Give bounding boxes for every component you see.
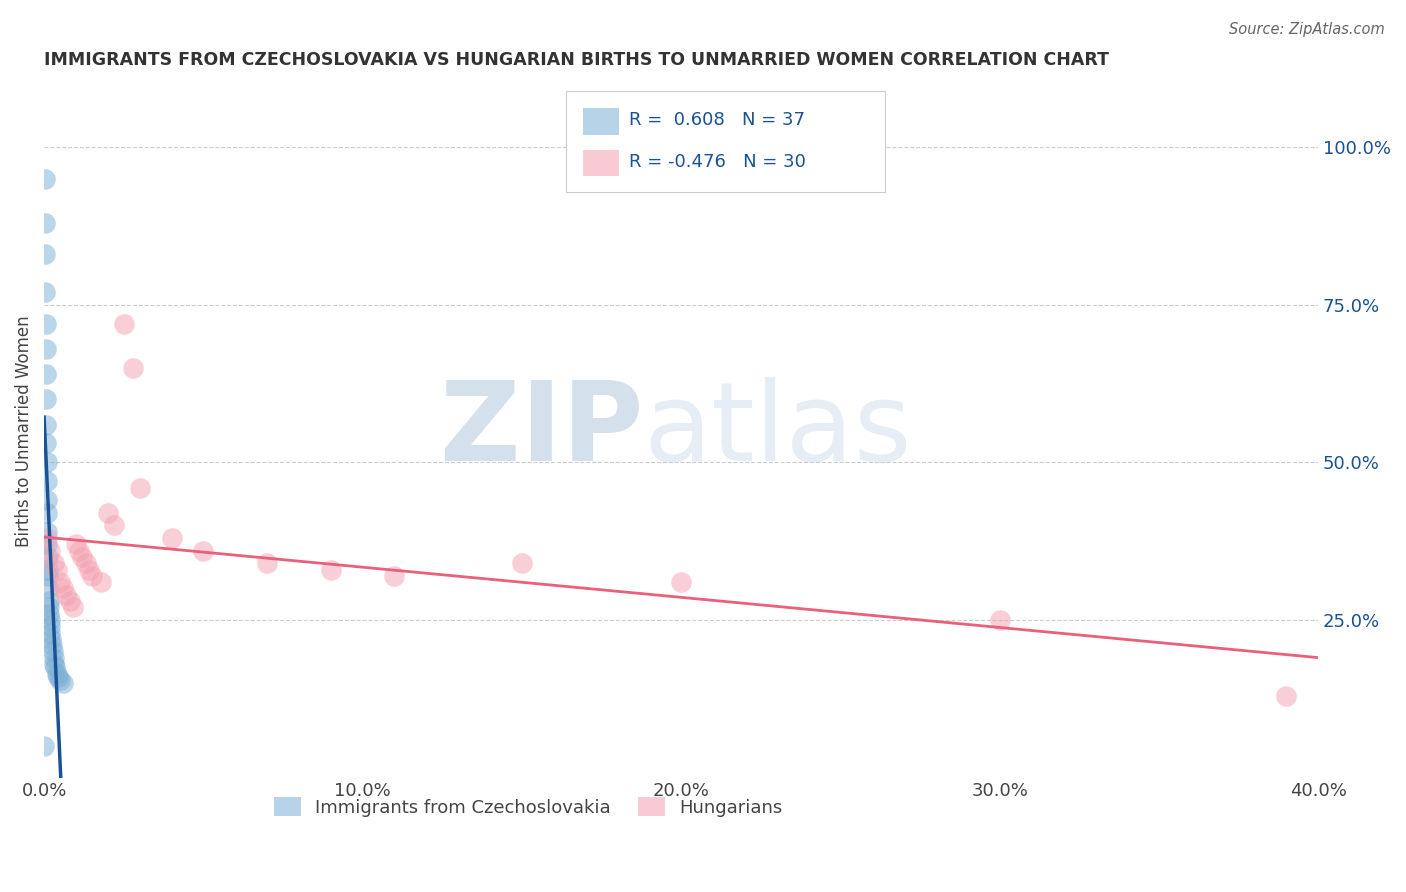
Point	[37, 582, 59, 596]
Point	[38, 613, 60, 627]
Text: Source: ZipAtlas.com: Source: ZipAtlas.com	[1229, 22, 1385, 37]
Point	[37, 549, 59, 564]
Point	[37, 562, 59, 576]
Point	[72, 549, 94, 564]
Point	[62, 600, 84, 615]
Point	[42, 556, 65, 570]
Point	[39, 625, 62, 640]
FancyBboxPatch shape	[583, 109, 619, 135]
Point	[35, 475, 58, 489]
Point	[44, 657, 66, 671]
Point	[52, 676, 75, 690]
Point	[67, 543, 90, 558]
Point	[44, 660, 66, 674]
Point	[34, 216, 56, 230]
Point	[38, 619, 60, 633]
Point	[37, 531, 59, 545]
Point	[45, 666, 67, 681]
Point	[510, 556, 533, 570]
Point	[35, 392, 58, 407]
Point	[58, 594, 80, 608]
FancyBboxPatch shape	[567, 91, 884, 192]
Point	[35, 436, 58, 450]
Point	[97, 506, 120, 520]
Text: IMMIGRANTS FROM CZECHOSLOVAKIA VS HUNGARIAN BIRTHS TO UNMARRIED WOMEN CORRELATIO: IMMIGRANTS FROM CZECHOSLOVAKIA VS HUNGAR…	[44, 51, 1109, 69]
Point	[39, 632, 62, 646]
Text: R =  0.608   N = 37: R = 0.608 N = 37	[628, 112, 804, 129]
Point	[90, 575, 112, 590]
Point	[128, 481, 150, 495]
Point	[32, 739, 55, 753]
Point	[48, 670, 70, 684]
Point	[34, 171, 56, 186]
Text: ZIP: ZIP	[440, 377, 643, 484]
Point	[193, 543, 215, 558]
Point	[77, 562, 100, 576]
Point	[103, 518, 125, 533]
Point	[65, 537, 87, 551]
Point	[35, 506, 58, 520]
Text: R = -0.476   N = 30: R = -0.476 N = 30	[628, 153, 806, 170]
Point	[37, 524, 59, 539]
Point	[988, 613, 1011, 627]
Point	[45, 562, 67, 576]
Point	[39, 543, 62, 558]
Y-axis label: Births to Unmarried Women: Births to Unmarried Women	[15, 315, 32, 547]
Point	[42, 650, 65, 665]
Point	[49, 673, 72, 687]
Point	[35, 342, 58, 356]
Point	[112, 317, 135, 331]
Point	[34, 285, 56, 300]
Point	[38, 594, 60, 608]
Point	[319, 562, 342, 576]
Point	[35, 317, 58, 331]
Point	[75, 556, 97, 570]
Point	[52, 582, 75, 596]
Point	[37, 537, 59, 551]
Point	[35, 367, 58, 381]
Point	[35, 455, 58, 469]
Point	[35, 493, 58, 508]
Point	[35, 417, 58, 432]
Point	[1275, 689, 1298, 703]
Point	[384, 569, 406, 583]
Point	[38, 600, 60, 615]
Point	[41, 638, 63, 652]
Point	[669, 575, 692, 590]
FancyBboxPatch shape	[583, 150, 619, 177]
Point	[55, 588, 77, 602]
Point	[80, 569, 103, 583]
Point	[37, 569, 59, 583]
Point	[34, 247, 56, 261]
Text: atlas: atlas	[643, 377, 911, 484]
Point	[256, 556, 278, 570]
Legend: Immigrants from Czechoslovakia, Hungarians: Immigrants from Czechoslovakia, Hungaria…	[267, 790, 790, 824]
Point	[122, 360, 145, 375]
Point	[38, 607, 60, 621]
Point	[160, 531, 183, 545]
Point	[49, 575, 72, 590]
Point	[42, 644, 65, 658]
